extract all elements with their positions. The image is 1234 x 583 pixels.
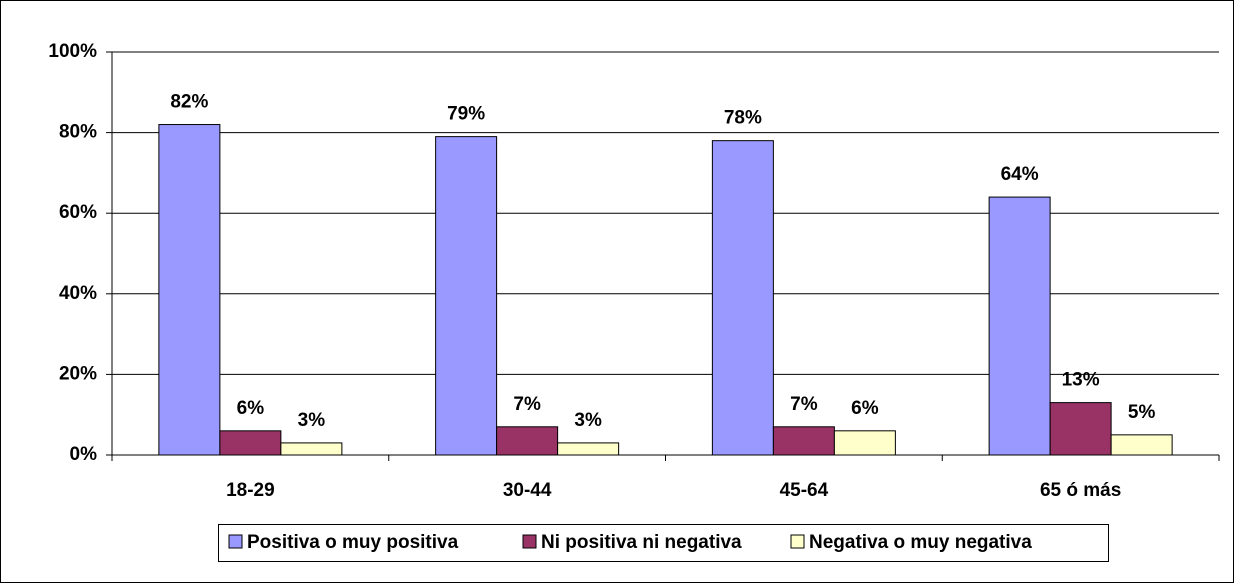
- x-tick-label: 65 ó más: [1040, 480, 1121, 501]
- bar: [557, 442, 620, 456]
- y-tick-label: 0%: [70, 444, 98, 465]
- x-tick-label: 30-44: [503, 480, 552, 501]
- data-label: 64%: [1001, 164, 1039, 185]
- y-tick-label: 100%: [48, 41, 97, 62]
- data-label: 6%: [851, 398, 879, 419]
- data-label: 13%: [1062, 370, 1100, 391]
- bar: [988, 196, 1051, 456]
- bar: [219, 430, 282, 456]
- bar: [1049, 402, 1112, 456]
- y-tick-label: 60%: [59, 202, 97, 223]
- bar: [1110, 434, 1173, 456]
- bar: [496, 426, 559, 456]
- legend-box: [218, 524, 1109, 562]
- data-label: 6%: [237, 398, 265, 419]
- bar: [280, 442, 343, 456]
- data-label: 5%: [1128, 402, 1156, 423]
- bar: [158, 124, 221, 456]
- bar: [833, 430, 896, 456]
- legend-swatch: [228, 534, 243, 549]
- data-label: 7%: [790, 394, 818, 415]
- data-label: 79%: [447, 104, 485, 125]
- data-label: 82%: [170, 92, 208, 113]
- x-tick-label: 45-64: [780, 480, 829, 501]
- bar: [772, 426, 835, 456]
- bar: [435, 136, 498, 456]
- legend-label: Ni positiva ni negativa: [541, 532, 742, 553]
- legend-label: Negativa o muy negativa: [809, 532, 1032, 553]
- data-label: 78%: [724, 108, 762, 129]
- bar: [711, 140, 774, 456]
- y-tick-label: 40%: [59, 283, 97, 304]
- data-label: 3%: [298, 410, 326, 431]
- y-tick-label: 20%: [59, 363, 97, 384]
- legend-label: Positiva o muy positiva: [247, 532, 459, 553]
- x-tick-label: 18-29: [226, 480, 275, 501]
- y-tick-label: 80%: [59, 122, 97, 143]
- data-label: 7%: [513, 394, 541, 415]
- legend-swatch: [790, 534, 805, 549]
- legend-swatch: [522, 534, 537, 549]
- data-label: 3%: [574, 410, 602, 431]
